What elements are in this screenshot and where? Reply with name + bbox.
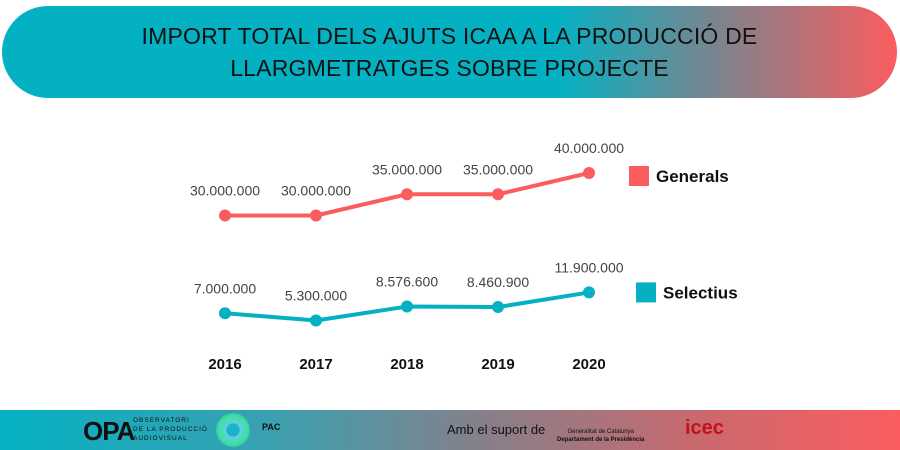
data-point xyxy=(583,167,595,179)
legend-swatch xyxy=(629,166,649,186)
data-label: 11.900.000 xyxy=(554,259,623,275)
department-name: Departament de la Presidència xyxy=(557,437,645,443)
data-point xyxy=(401,300,413,313)
legend-label: Generals xyxy=(656,167,729,186)
generalitat-logo: Generalitat de Catalunya Departament de … xyxy=(557,428,644,444)
data-label: 35.000.000 xyxy=(372,161,442,177)
data-point xyxy=(492,301,504,314)
data-point xyxy=(310,209,322,222)
data-point xyxy=(219,209,231,222)
legend-label: Selectius xyxy=(663,283,738,302)
opa-sub-line: OBSERVATORI xyxy=(133,417,190,424)
x-tick-label: 2016 xyxy=(208,356,241,373)
title-banner: IMPORT TOTAL DELS AJUTS ICAA A LA PRODUC… xyxy=(2,6,897,98)
chart-title: IMPORT TOTAL DELS AJUTS ICAA A LA PRODUC… xyxy=(141,23,758,81)
data-point xyxy=(310,314,322,327)
support-text: Amb el suport de xyxy=(447,422,546,437)
data-point xyxy=(401,188,413,201)
opa-sub-line: AUDIOVISUAL xyxy=(133,435,188,442)
opa-subtitle: OBSERVATORI DE LA PRODUCCIÓ AUDIOVISUAL xyxy=(133,416,208,443)
x-tick-label: 2017 xyxy=(299,356,332,373)
footer: OPA OBSERVATORI DE LA PRODUCCIÓ AUDIOVIS… xyxy=(0,410,900,450)
data-point xyxy=(219,307,231,320)
x-tick-label: 2019 xyxy=(481,356,514,373)
x-tick-label: 2020 xyxy=(572,356,605,373)
pac-logo-icon xyxy=(216,413,250,447)
data-label: 35.000.000 xyxy=(463,161,533,177)
data-label: 30.000.000 xyxy=(190,183,260,199)
pac-label: PAC xyxy=(262,422,281,432)
generalitat-name: Generalitat de Catalunya xyxy=(567,429,634,435)
data-label: 40.000.000 xyxy=(554,140,624,156)
data-point xyxy=(492,188,504,201)
data-label: 30.000.000 xyxy=(281,183,351,199)
data-label: 8.460.900 xyxy=(467,274,529,290)
data-label: 7.000.000 xyxy=(194,280,256,296)
legend-swatch xyxy=(636,282,656,303)
data-label: 8.576.600 xyxy=(376,274,438,290)
opa-sub-line: DE LA PRODUCCIÓ xyxy=(133,426,208,433)
icec-logo: icec xyxy=(685,417,724,439)
data-label: 5.300.000 xyxy=(285,287,347,303)
x-tick-label: 2018 xyxy=(390,356,423,373)
data-point xyxy=(583,286,595,299)
opa-logo: OPA xyxy=(83,416,135,446)
